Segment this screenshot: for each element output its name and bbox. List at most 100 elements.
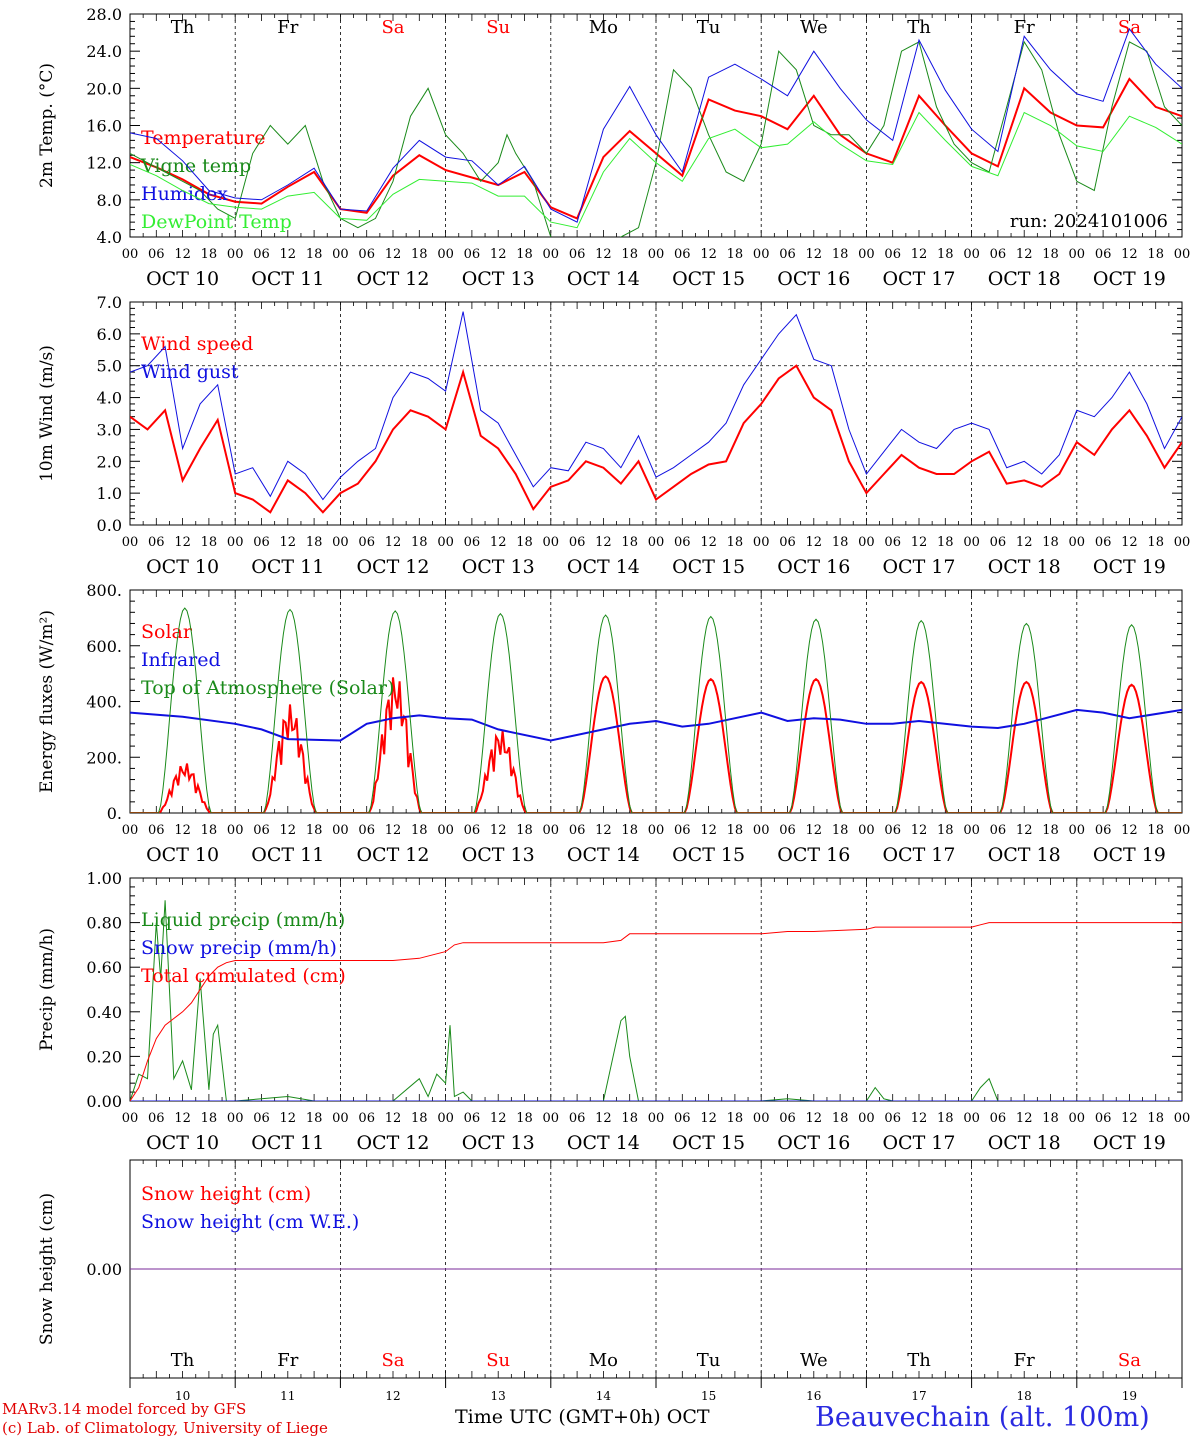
plot-frame-1 [129,301,1183,526]
hour-label: 12 [490,823,507,838]
hour-label: 12 [806,1111,823,1126]
date-label: OCT 18 [988,268,1061,290]
y-tick-label: 0. [107,804,122,823]
legend-label: Solar [141,621,193,643]
date-label: OCT 17 [882,844,955,866]
y-tick-label: 2.0 [97,452,122,471]
hour-label: 18 [201,247,218,262]
hour-label: 18 [832,1111,849,1126]
hour-label: 00 [1174,823,1191,838]
hour-label: 06 [674,823,691,838]
y-tick-label: 0.00 [86,1092,122,1111]
day-label: Sa [381,17,404,38]
station-label: Beauvechain (alt. 100m) [815,1402,1150,1433]
hour-label: 00 [1174,535,1191,550]
hour-label: 00 [227,823,244,838]
date-label: OCT 18 [988,1132,1061,1154]
hour-label: 18 [621,247,638,262]
hour-label: 06 [569,535,586,550]
date-label: OCT 12 [356,1132,429,1154]
series-line-temperature [130,77,1182,220]
series-line-humidex [130,27,1182,223]
date-label: OCT 16 [777,556,850,578]
hour-label: 12 [385,823,402,838]
hour-label: 00 [543,247,560,262]
hour-label: 18 [201,535,218,550]
hour-label: 12 [911,535,928,550]
y-tick-label: 4.0 [97,228,122,247]
date-label: OCT 19 [1093,268,1166,290]
hour-label: 12 [1121,535,1138,550]
hour-label: 00 [1174,1111,1191,1126]
hour-label: 06 [358,1111,375,1126]
date-label: OCT 19 [1093,844,1166,866]
date-label: OCT 19 [1093,1132,1166,1154]
day-label-bottom: Fr [1014,1350,1035,1371]
hour-label: 12 [1016,823,1033,838]
month-label: OCT [666,1406,710,1428]
hour-label: 00 [963,535,980,550]
date-label: OCT 12 [356,556,429,578]
date-label: OCT 19 [1093,556,1166,578]
date-label: OCT 16 [777,268,850,290]
hour-label: 18 [937,823,954,838]
hour-label: 06 [464,1111,481,1126]
y-tick-label: 3.0 [97,420,122,439]
hour-label: 12 [280,1111,297,1126]
hour-label: 06 [148,535,165,550]
hour-label: 12 [700,535,717,550]
y-tick-label: 8.0 [97,191,122,210]
hour-label: 18 [621,823,638,838]
hour-label: 06 [779,823,796,838]
hour-label: 00 [122,535,139,550]
hour-label: 12 [806,247,823,262]
day-number: 16 [806,1389,821,1403]
y-tick-label: 0.80 [86,914,122,933]
hour-label: 00 [437,535,454,550]
day-label: We [800,17,828,38]
hour-label: 12 [385,1111,402,1126]
hour-label: 18 [937,1111,954,1126]
day-number: 12 [385,1389,400,1403]
legend-label: Infrared [141,649,221,671]
hour-label: 12 [595,823,612,838]
day-label: Fr [277,17,298,38]
hour-label: 06 [990,1111,1007,1126]
hour-label: 06 [990,247,1007,262]
y-axis-label: 10m Wind (m/s) [37,345,57,482]
hour-label: 18 [621,1111,638,1126]
y-axis-label: Energy fluxes (W/m²) [37,610,57,793]
hour-label: 18 [411,1111,428,1126]
day-number: 19 [1122,1389,1137,1403]
hour-label: 06 [1095,535,1112,550]
y-tick-label: 1.00 [86,869,122,888]
hour-label: 06 [358,535,375,550]
hour-label: 06 [779,247,796,262]
date-label: OCT 18 [988,844,1061,866]
date-label: OCT 15 [672,844,745,866]
date-label: OCT 13 [462,268,535,290]
day-number: 10 [175,1389,190,1403]
hour-label: 18 [1042,1111,1059,1126]
plot-frame-2 [129,589,1183,814]
day-label-bottom: Fr [277,1350,298,1371]
day-label: Th [907,17,931,38]
hour-label: 12 [595,535,612,550]
day-number: 18 [1017,1389,1032,1403]
hour-label: 06 [253,1111,270,1126]
hour-label: 06 [148,1111,165,1126]
series-line-solar [130,675,1182,813]
y-tick-label: 0.0 [97,516,122,535]
hour-label: 12 [700,1111,717,1126]
legend-label: Wind gust [141,361,239,383]
series-line-dewpoint-temp [130,111,1182,229]
date-label: OCT 17 [882,1132,955,1154]
hour-label: 06 [779,535,796,550]
hour-label: 12 [911,823,928,838]
hour-label: 00 [963,823,980,838]
lab-label: (c) Lab. of Climatology, University of L… [2,1419,328,1437]
y-axis-label: Snow height (cm) [37,1193,57,1345]
date-label: OCT 17 [882,268,955,290]
hour-label: 06 [884,535,901,550]
